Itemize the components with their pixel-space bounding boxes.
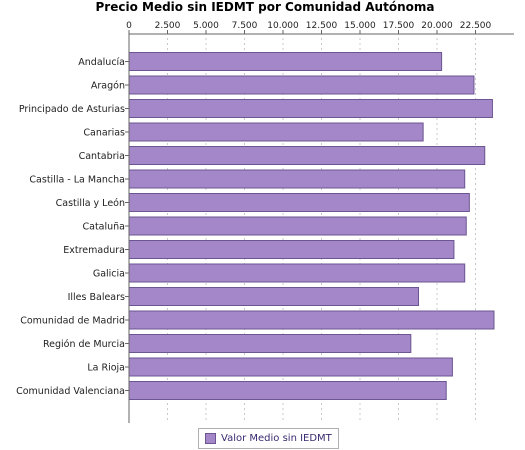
tick-label: 12.500 <box>306 21 338 31</box>
bar-chart: Precio Medio sin IEDMT por Comunidad Aut… <box>16 0 514 423</box>
category-label: Comunidad Valenciana <box>16 386 125 397</box>
tick-label: 2.500 <box>155 21 181 31</box>
tick-label: 5.000 <box>193 21 219 31</box>
chart-title: Precio Medio sin IEDMT por Comunidad Aut… <box>96 0 435 14</box>
bar <box>128 216 467 236</box>
bar <box>128 334 412 353</box>
bar <box>128 122 424 142</box>
category-label-layer: Andalucía Aragón Principado de Asturias Can… <box>16 57 129 397</box>
tick-label: 22.500 <box>460 21 492 31</box>
category-label: Cataluña <box>82 222 125 233</box>
legend: Valor Medio sin IEDMT <box>198 428 339 449</box>
tick-label: 7.500 <box>232 21 258 31</box>
category-label: Castilla y León <box>56 198 125 209</box>
bar <box>128 146 486 165</box>
category-label: Extremadura <box>63 245 125 256</box>
legend-label: Valor Medio sin IEDMT <box>221 433 332 444</box>
category-label: Castilla - La Mancha <box>29 175 125 186</box>
tick-label: 17.500 <box>383 21 415 31</box>
bar <box>128 99 493 118</box>
category-label: Comunidad de Madrid <box>20 316 125 327</box>
tick-label: 15.000 <box>344 21 376 31</box>
category-label: Principado de Asturias <box>19 104 125 115</box>
bar <box>128 381 447 400</box>
category-label: Cantabria <box>79 151 125 162</box>
tick-label: 0 <box>126 21 132 31</box>
tick-label: 20.000 <box>421 21 453 31</box>
tick-label: 10.000 <box>267 21 299 31</box>
category-label: Aragón <box>91 81 125 92</box>
bar <box>128 193 470 212</box>
category-label: Andalucía <box>78 57 125 68</box>
tick-layer: 0 2.500 5.000 7.500 10.000 12.500 15.000 17.500… <box>126 21 492 34</box>
bar <box>128 357 453 377</box>
category-label: La Rioja <box>87 363 125 374</box>
category-label: Galicia <box>93 269 125 280</box>
category-label: Canarias <box>83 128 125 139</box>
bar <box>128 75 475 95</box>
category-label: Región de Murcia <box>43 339 125 350</box>
bar <box>128 169 466 189</box>
bar <box>128 240 455 259</box>
category-label: Illes Balears <box>68 292 125 303</box>
bar <box>128 263 466 283</box>
legend-swatch <box>205 433 216 444</box>
bar-layer <box>128 52 495 400</box>
bar <box>128 287 420 306</box>
bar <box>128 310 495 330</box>
bar <box>128 52 443 71</box>
